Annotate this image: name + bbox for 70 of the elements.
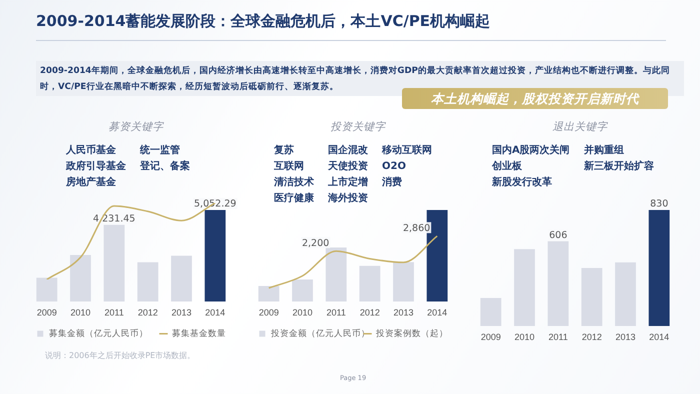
x-tick-label: 2013 xyxy=(615,332,636,342)
legend-label: 投资案例数（起） xyxy=(375,328,448,338)
x-tick-label: 2012 xyxy=(138,307,158,318)
bar xyxy=(36,278,58,302)
text: 新三板开始扩容 xyxy=(584,160,654,174)
x-tick-label: 2014 xyxy=(649,332,670,342)
text: 互联网 xyxy=(274,160,305,174)
x-tick-label: 2010 xyxy=(292,307,313,318)
bar xyxy=(104,224,125,302)
bar xyxy=(70,254,91,302)
text: 房地产基金 xyxy=(66,176,117,190)
text: 统一监管 xyxy=(140,144,181,158)
bar xyxy=(359,266,380,302)
text: 新股发行改革 xyxy=(492,176,553,190)
chart-title: 退出关键字 xyxy=(552,120,609,134)
bar xyxy=(480,298,502,326)
x-tick-label: 2010 xyxy=(514,332,535,342)
x-tick-label: 2013 xyxy=(393,307,414,318)
x-tick-label: 2013 xyxy=(171,307,192,318)
bar xyxy=(615,262,636,326)
data-label: 606 xyxy=(549,230,568,242)
data-label: 2,860 xyxy=(402,222,430,234)
text: 国企混改 xyxy=(328,144,368,158)
text: 政府引导基金 xyxy=(66,160,126,174)
data-label: 5,052.29 xyxy=(194,198,236,210)
legend-label: 募集基金数量 xyxy=(172,328,226,338)
chart-title: 投资关键字 xyxy=(330,120,387,134)
x-tick-label: 2010 xyxy=(70,307,91,318)
bar xyxy=(137,262,158,302)
bar xyxy=(292,280,313,302)
text: 并购重组 xyxy=(584,144,625,158)
x-tick-label: 2011 xyxy=(548,332,568,342)
text: 说明：2006年之后开始收录PE市场数据。 xyxy=(45,350,196,361)
x-tick-label: 2009 xyxy=(258,307,279,318)
text: 医疗健康 xyxy=(274,192,314,206)
text: 复苏 xyxy=(274,144,295,158)
text: 上市定增 xyxy=(328,176,368,190)
x-tick-label: 2009 xyxy=(36,307,57,318)
text: 移动互联网 xyxy=(382,144,432,158)
bar xyxy=(393,262,414,302)
legend-label: 募集金额（亿元人民币） xyxy=(48,328,148,338)
chart-title: 募资关键字 xyxy=(108,120,165,134)
text: 海外投资 xyxy=(328,192,368,206)
text: 国内A股两次关闸 xyxy=(492,144,570,158)
bar xyxy=(581,268,602,326)
bar xyxy=(204,210,226,302)
x-tick-label: 2014 xyxy=(427,307,448,318)
bar xyxy=(258,286,280,302)
x-tick-label: 2012 xyxy=(360,307,380,318)
x-tick-label: 2014 xyxy=(205,307,226,318)
text: 本土机构崛起，股权投资开启新时代 xyxy=(402,88,668,109)
bar xyxy=(514,249,535,326)
data-label: 2,200 xyxy=(302,238,330,249)
text: 消费 xyxy=(382,176,403,190)
text: 人民币基金 xyxy=(66,144,117,158)
text: 清洁技术 xyxy=(274,176,314,190)
data-label: 830 xyxy=(650,198,668,210)
text: 2009-2014蓄能发展阶段：全球金融危机后，本土VC/PE机构崛起 xyxy=(36,12,490,31)
bar xyxy=(171,256,192,302)
text: 天使投资 xyxy=(328,160,368,174)
text: O2O xyxy=(382,160,407,174)
bar xyxy=(648,210,670,326)
text: 创业板 xyxy=(492,160,523,174)
x-tick-label: 2009 xyxy=(480,332,501,342)
bar xyxy=(326,248,347,302)
x-tick-label: 2011 xyxy=(326,307,346,318)
bar xyxy=(548,241,569,326)
text: 登记、备案 xyxy=(140,160,190,174)
x-tick-label: 2012 xyxy=(582,332,602,342)
x-tick-label: 2011 xyxy=(104,307,124,318)
